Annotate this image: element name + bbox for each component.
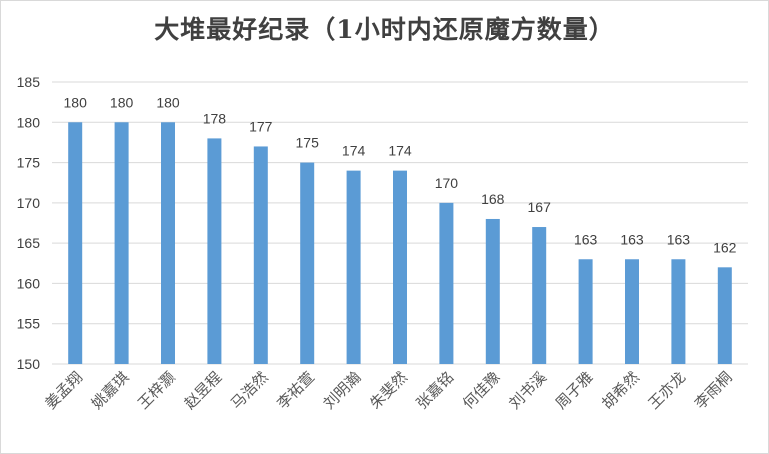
y-tick-label: 160 xyxy=(17,275,41,291)
x-tick-label: 李祐萱 xyxy=(273,368,318,413)
y-tick-label: 170 xyxy=(17,195,41,211)
bar xyxy=(207,138,222,364)
x-tick-label: 周子雅 xyxy=(552,368,597,413)
bar xyxy=(717,267,732,364)
data-label: 180 xyxy=(110,94,134,110)
data-label: 175 xyxy=(296,135,320,151)
y-tick-label: 180 xyxy=(17,114,41,130)
bar xyxy=(346,170,361,364)
x-tick-label: 朱斐然 xyxy=(366,368,411,413)
x-tick-label: 赵昱程 xyxy=(181,368,226,413)
data-label: 177 xyxy=(249,118,273,134)
y-tick-label: 165 xyxy=(17,235,41,251)
data-label: 163 xyxy=(667,231,691,247)
x-tick-label: 张嘉铭 xyxy=(413,368,458,413)
data-label: 174 xyxy=(342,143,366,159)
x-tick-label: 胡希然 xyxy=(598,368,643,413)
data-label: 167 xyxy=(528,199,552,215)
data-label: 168 xyxy=(481,191,505,207)
data-label: 163 xyxy=(620,231,644,247)
y-tick-label: 175 xyxy=(17,155,41,171)
bar xyxy=(671,259,686,364)
y-tick-label: 185 xyxy=(17,74,41,90)
x-tick-label: 王亦龙 xyxy=(645,368,690,413)
bar xyxy=(68,122,83,365)
data-label: 180 xyxy=(156,94,180,110)
data-label: 162 xyxy=(713,239,737,255)
bar xyxy=(625,259,639,364)
x-tick-label: 刘明瀚 xyxy=(320,368,365,413)
x-tick-label: 姜孟翔 xyxy=(41,368,86,413)
x-tick-label: 姚嘉琪 xyxy=(88,368,133,413)
x-tick-label: 何佳豫 xyxy=(459,368,504,413)
data-label: 178 xyxy=(203,110,227,126)
bar xyxy=(532,227,547,364)
bar xyxy=(161,122,175,365)
bar xyxy=(485,218,500,364)
data-label: 180 xyxy=(64,94,88,110)
data-label: 170 xyxy=(435,175,459,191)
bar xyxy=(439,202,454,364)
data-label: 174 xyxy=(388,143,412,159)
data-label: 163 xyxy=(574,231,598,247)
bar xyxy=(253,146,268,364)
x-tick-label: 马浩然 xyxy=(227,368,272,413)
x-tick-label: 王梓灏 xyxy=(134,368,179,413)
y-tick-label: 155 xyxy=(17,316,41,332)
bar xyxy=(114,122,129,365)
y-tick-label: 150 xyxy=(17,356,41,372)
chart-title: 大堆最好纪录（1小时内还原魔方数量） xyxy=(154,15,615,44)
bar xyxy=(393,170,407,364)
bar xyxy=(578,259,593,364)
x-tick-label: 刘书溪 xyxy=(505,368,550,413)
bar xyxy=(300,162,315,364)
x-tick-label: 李雨桐 xyxy=(691,368,736,413)
